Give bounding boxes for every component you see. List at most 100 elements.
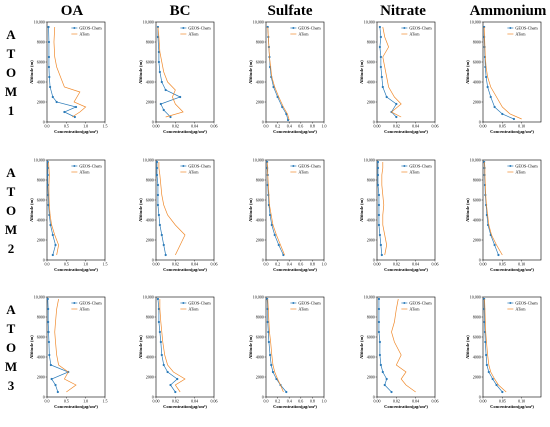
y-tick-label: 0 — [262, 394, 264, 399]
y-tick-label: 2000 — [146, 374, 154, 379]
y-tick-label: 4000 — [37, 217, 45, 222]
data-point — [377, 203, 381, 207]
data-point — [56, 390, 59, 394]
legend-marker — [509, 302, 512, 304]
x-tick-label: 0.2 — [275, 399, 280, 404]
plot-frame — [155, 296, 215, 398]
legend-marker — [403, 165, 406, 167]
y-tick-label: 6000 — [367, 197, 375, 202]
x-axis-label: Concentration(μg/sm³) — [54, 404, 98, 409]
legend-marker — [403, 302, 406, 304]
y-axis-label: Altitude (m) — [465, 335, 470, 359]
series-geos-chem — [483, 297, 504, 394]
data-point — [156, 203, 160, 207]
data-point — [378, 233, 381, 237]
x-tick-label: 0.05 — [499, 399, 506, 404]
data-point — [483, 183, 487, 187]
data-point — [377, 297, 381, 301]
data-point — [379, 243, 382, 247]
x-tick-label: 0.04 — [412, 399, 419, 404]
data-point — [176, 377, 179, 381]
x-tick-label: 0.6 — [298, 262, 303, 267]
plot-frame — [265, 21, 325, 123]
x-tick-label: 0.0 — [264, 262, 269, 267]
legend-label-geos-chem: GEOS-Chem — [79, 163, 102, 168]
data-point — [51, 95, 54, 99]
series-line-geos-chem — [379, 26, 397, 118]
x-tick-label: 0.10 — [518, 124, 525, 129]
x-tick-label: 0.6 — [298, 399, 303, 404]
data-point — [46, 166, 49, 170]
plot-frame — [46, 296, 106, 398]
x-tick-label: 0.04 — [191, 262, 198, 267]
series-atom — [48, 161, 59, 256]
row-label-char: 2 — [8, 241, 15, 256]
data-point — [46, 173, 49, 177]
x-tick-label: 1.5 — [103, 399, 108, 404]
data-point — [54, 243, 57, 247]
y-tick-label: 10,000 — [253, 294, 264, 300]
series-line-atom — [53, 26, 87, 118]
data-point — [48, 85, 52, 89]
y-axis-label: Altitude (m) — [359, 198, 364, 222]
plot-frame — [376, 21, 436, 123]
data-point — [47, 330, 50, 334]
x-axis-label: Concentration(μg/sm³) — [384, 267, 428, 272]
x-tick-label: 0.6 — [298, 124, 303, 129]
x-tick-label: 0.04 — [412, 124, 419, 129]
panel-atom1-nitrate: 0 2000 4000 6000 8000 10,000 0.00 0.02 0.04 0.06 C… — [359, 19, 439, 134]
y-tick-label: 4000 — [256, 217, 264, 222]
x-tick-label: 0.5 — [64, 124, 69, 129]
y-tick-label: 4000 — [367, 217, 375, 222]
y-tick-label: 2000 — [37, 237, 45, 242]
x-tick-label: 0.04 — [191, 399, 198, 404]
data-point — [495, 383, 498, 387]
x-tick-label: 0.00 — [480, 399, 487, 404]
data-point — [486, 85, 489, 89]
x-tick-label: 0.8 — [310, 399, 315, 404]
x-tick-label: 0.04 — [191, 124, 198, 129]
data-point — [377, 193, 381, 197]
data-point — [73, 115, 76, 119]
series-line-geos-chem — [266, 162, 284, 256]
legend-marker — [73, 302, 76, 304]
data-point — [157, 50, 160, 54]
series-line-atom — [267, 298, 284, 393]
y-tick-label: 6000 — [37, 334, 45, 339]
y-tick-label: 2000 — [256, 374, 264, 379]
y-axis-label: Altitude (m) — [359, 60, 364, 84]
data-point — [501, 112, 504, 116]
data-point — [157, 307, 160, 311]
series-line-atom — [484, 298, 507, 393]
data-point — [380, 253, 383, 257]
column-header-nitrate: Nitrate — [380, 3, 426, 19]
row-label-char: M — [5, 359, 17, 374]
x-axis-label: Concentration(μg/sm³) — [54, 267, 98, 272]
data-point — [378, 353, 381, 357]
y-tick-label: 2000 — [473, 237, 481, 242]
data-point — [379, 55, 382, 59]
data-point — [51, 253, 54, 257]
x-axis-label: Concentration(μg/sm³) — [384, 129, 428, 134]
y-tick-label: 0 — [373, 257, 375, 262]
data-point — [271, 370, 275, 374]
series-geos-chem — [47, 25, 78, 119]
column-header-bc: BC — [170, 3, 191, 19]
data-point — [491, 377, 494, 381]
series-atom — [484, 298, 507, 393]
series-line-atom — [267, 26, 290, 121]
data-point — [160, 233, 163, 237]
series-line-atom — [266, 161, 285, 256]
panel-atom3-sulfate: 0 2000 4000 6000 8000 10,000 0.0 0.2 0.4 0.6 0.8 1.… — [248, 294, 327, 409]
y-tick-label: 0 — [43, 257, 45, 262]
series-atom — [391, 298, 416, 393]
data-point — [158, 70, 161, 74]
y-tick-label: 10,000 — [253, 157, 264, 163]
y-axis-label: Altitude (m) — [29, 198, 34, 222]
legend-label-atom: ATom — [298, 306, 309, 311]
legend-label-geos-chem: GEOS-Chem — [409, 300, 432, 305]
data-point — [46, 183, 49, 187]
